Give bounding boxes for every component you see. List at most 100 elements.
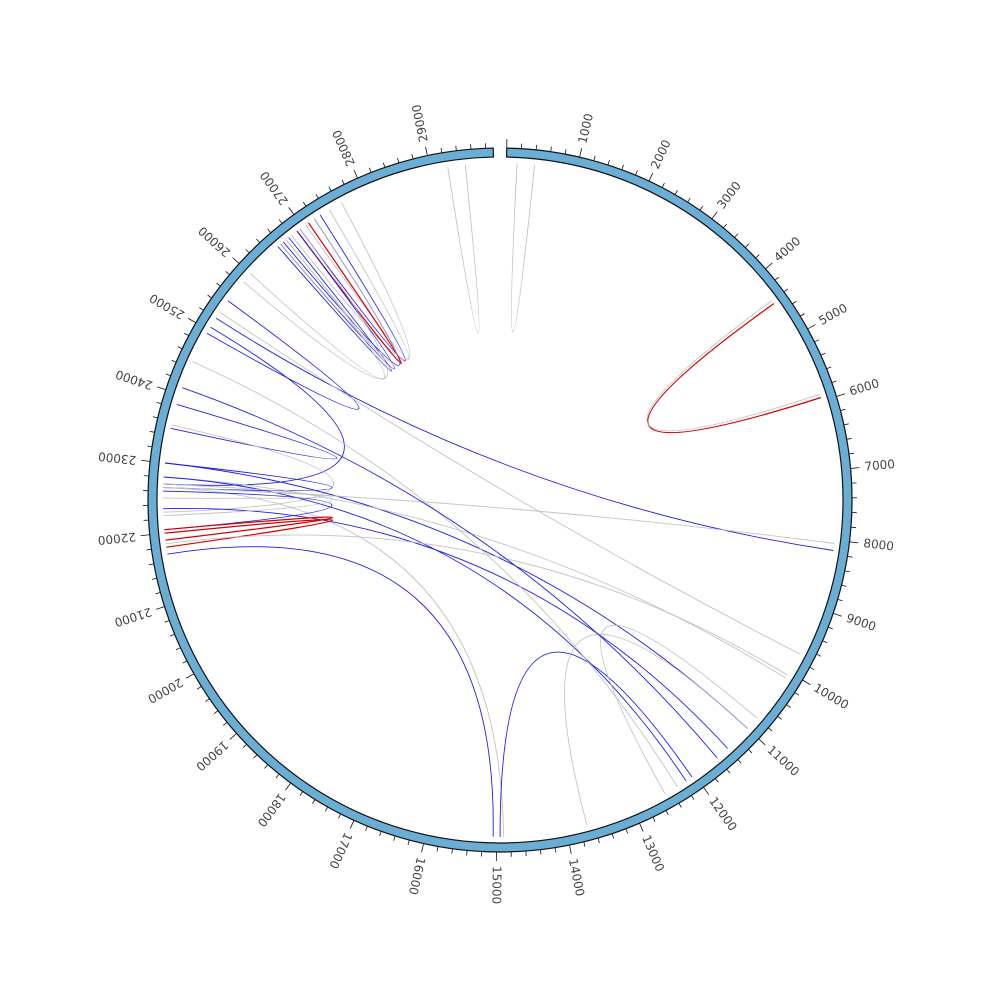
tick-label: 8000 (863, 536, 895, 554)
genome-segment (147, 147, 853, 853)
major-tick (836, 393, 846, 397)
minor-tick (165, 373, 171, 377)
link-gray (192, 361, 678, 787)
minor-tick (814, 339, 820, 343)
major-tick (648, 172, 654, 182)
major-tick (141, 459, 151, 462)
minor-tick (213, 710, 219, 715)
tick-label: 17000 (326, 830, 355, 871)
minor-tick (621, 164, 624, 170)
minor-tick (338, 813, 342, 819)
major-tick (833, 612, 842, 617)
minor-tick (828, 626, 834, 630)
minor-tick (800, 313, 805, 317)
minor-tick (379, 831, 382, 837)
minor-tick (841, 584, 847, 587)
link-gray (163, 476, 787, 679)
major-tick (569, 844, 572, 854)
minor-tick (152, 416, 158, 419)
minor-tick (652, 816, 656, 822)
link-gray (219, 312, 801, 655)
minor-tick (341, 179, 345, 185)
tick-label: 9000 (844, 611, 877, 634)
link-blue (170, 403, 338, 460)
major-tick (288, 207, 295, 215)
minor-tick (665, 810, 669, 815)
minor-tick (275, 773, 280, 779)
minor-tick (597, 837, 600, 843)
link-blue (299, 214, 406, 362)
link-red (296, 222, 402, 365)
link-gray (163, 483, 333, 517)
minor-tick (607, 160, 610, 166)
minor-tick (299, 791, 304, 796)
major-tick (579, 148, 582, 158)
minor-tick (151, 577, 157, 580)
minor-tick (365, 825, 368, 831)
minor-tick (196, 686, 202, 690)
link-blue (167, 546, 494, 837)
minor-tick (848, 452, 854, 455)
link-gray (291, 202, 411, 361)
link-blue (182, 387, 718, 759)
minor-tick (315, 193, 319, 199)
link-blue (163, 490, 333, 531)
tick-label: 7000 (864, 457, 896, 474)
major-tick (140, 534, 150, 537)
minor-tick (455, 145, 457, 151)
minor-tick (748, 749, 753, 754)
tick-label: 28000 (330, 128, 358, 169)
minor-tick (540, 849, 542, 855)
minor-tick (253, 754, 258, 759)
minor-tick (714, 778, 719, 783)
minor-tick (794, 692, 800, 696)
minor-tick (278, 219, 283, 224)
tick-label: 13000 (639, 833, 667, 874)
tick-label: 24000 (114, 367, 155, 392)
major-tick (353, 169, 358, 179)
link-gray (243, 228, 388, 380)
minor-tick (397, 157, 400, 163)
minor-tick (843, 423, 849, 426)
minor-tick (840, 408, 846, 411)
minor-tick (687, 197, 691, 203)
minor-tick (393, 835, 396, 841)
minor-tick (593, 155, 596, 161)
tick-label: 19000 (193, 738, 231, 774)
tick-marks (140, 139, 860, 861)
major-tick (285, 782, 292, 791)
link-gray (305, 209, 410, 359)
minor-tick (826, 366, 832, 370)
link-gray (510, 163, 536, 333)
link-gray (280, 218, 400, 367)
minor-tick (611, 833, 615, 839)
tick-label: 14000 (566, 857, 587, 897)
link-gray (563, 634, 748, 826)
minor-tick (148, 563, 154, 566)
link-gray (162, 487, 332, 499)
minor-tick (755, 254, 760, 259)
tick-label: 10000 (811, 681, 851, 713)
major-tick (849, 541, 859, 544)
link-blue (215, 317, 834, 551)
minor-tick (847, 555, 853, 558)
major-tick (703, 786, 710, 795)
minor-tick (225, 271, 230, 275)
minor-tick (792, 300, 797, 305)
link-blue (163, 462, 333, 492)
minor-tick (745, 243, 750, 248)
tick-label: 3000 (714, 179, 744, 212)
minor-tick (451, 848, 453, 854)
link-blue (499, 651, 693, 838)
tick-label: 26000 (196, 224, 234, 260)
minor-tick (324, 806, 329, 812)
minor-tick (368, 167, 372, 173)
major-tick (850, 467, 860, 469)
tick-label: 22000 (97, 530, 136, 548)
major-tick (758, 738, 766, 746)
minor-tick (205, 698, 210, 702)
minor-tick (267, 228, 272, 234)
tick-label: 25000 (147, 291, 187, 322)
minor-tick (661, 182, 665, 188)
minor-tick (440, 147, 443, 153)
